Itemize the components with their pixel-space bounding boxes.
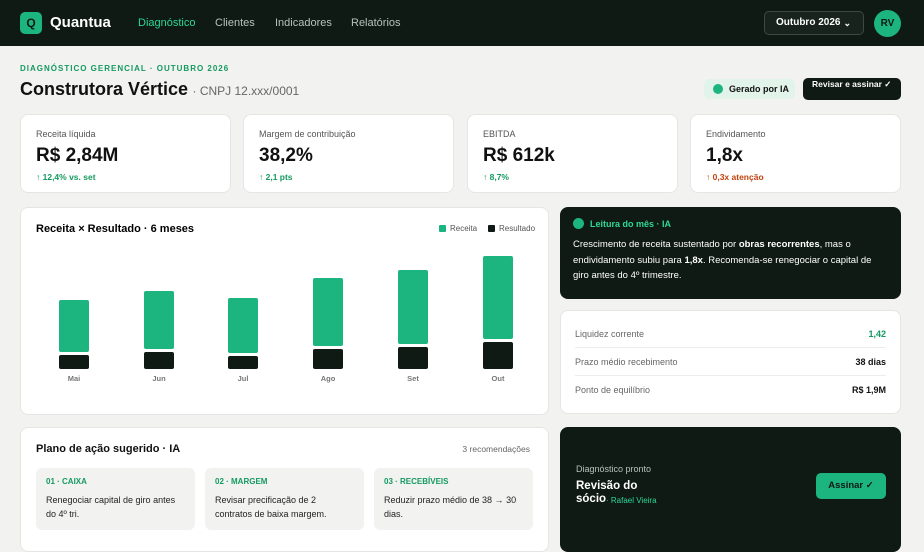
metric-value: R$ 1,9M — [851, 385, 886, 395]
text: Crescimento de receita sustentado por — [573, 239, 739, 250]
bar — [398, 270, 428, 344]
ai-badge: Gerado por IA — [704, 79, 795, 99]
bar — [59, 355, 89, 369]
x-tick-label: Set — [407, 374, 419, 383]
bar — [144, 291, 174, 349]
brand[interactable]: Quantua — [50, 14, 111, 31]
review-button[interactable]: Revisar e assinar ✓ — [803, 78, 901, 100]
chevron: ⌄ — [843, 18, 851, 28]
bar — [228, 356, 258, 369]
metric-value: 38 dias — [855, 357, 886, 367]
x-tick-label: Mai — [68, 374, 81, 383]
plan-text: Revisar precificação de 2 contratos de b… — [215, 495, 327, 519]
logo[interactable]: Q — [20, 12, 42, 34]
legend-label: Resultado — [499, 224, 536, 233]
kpi-label: EBITDA — [483, 129, 516, 139]
plan-card: Plano de ação sugerido · IA 3 recomendaç… — [20, 427, 549, 552]
insight-text: Crescimento de receita sustentado por ob… — [573, 237, 888, 284]
metrics-card: Liquidez corrente 1,42 Prazo médio recebim… — [560, 310, 901, 414]
kpi-value: R$ 2,84M — [36, 145, 119, 166]
period-label: Outubro 2026 — [776, 17, 841, 28]
plan-count: 3 recomendações — [462, 444, 530, 454]
metric-value: 1,42 — [868, 329, 886, 339]
badge-dot — [713, 84, 723, 94]
kpi-card: Endividamento 1,8x ↑ 0,3x atenção — [690, 114, 901, 193]
chart: Receita × Resultado · 6 meses Receita Res… — [36, 223, 536, 383]
kpi-delta: ↑ 8,7% — [483, 172, 509, 182]
plan-tag: 03 · RECEBÍVEIS — [384, 477, 449, 486]
nav-link[interactable]: Indicadores — [275, 17, 332, 29]
highlight: obras recorrentes — [738, 239, 820, 250]
kpi-card: Margem de contribuição 38,2% ↑ 2,1 pts — [243, 114, 454, 193]
chart-card: Receita × Resultado · 6 meses Receita Res… — [20, 207, 549, 415]
kpi-label: Endividamento — [706, 129, 766, 139]
metric-row: Prazo médio recebimento 38 dias — [575, 348, 886, 376]
top-nav: Q Quantua Diagnóstico Clientes Indicador… — [0, 0, 924, 46]
plan-item: 03 · RECEBÍVEIS Reduzir prazo médio de 38… — [374, 468, 533, 530]
text: , mas o endividamento subiu para — [573, 239, 851, 266]
text: . Recomenda-se renegociar o capital de g… — [573, 254, 872, 282]
kpi-value: 1,8x — [706, 145, 743, 166]
metric-label: Liquidez corrente — [575, 329, 645, 339]
bar — [483, 256, 513, 339]
insight-dot — [573, 218, 584, 229]
nav-link[interactable]: Diagnóstico — [138, 17, 196, 29]
x-tick-label: Jun — [152, 374, 166, 383]
legend-swatch — [488, 225, 495, 232]
x-tick-label: Out — [492, 374, 505, 383]
plan-tag: 02 · MARGEM — [215, 477, 268, 486]
sign-title: Revisão do sócio — [576, 480, 638, 505]
sign-name: · Rafael Vieira — [606, 496, 657, 505]
eyebrow: DIAGNÓSTICO GERENCIAL · OUTUBRO 2026 — [20, 64, 230, 73]
company: Construtora Vértice — [20, 79, 189, 99]
sign-label: Diagnóstico pronto — [576, 464, 652, 474]
cnpj: · CNPJ 12.xxx/0001 — [192, 84, 300, 98]
kpi-label: Margem de contribuição — [259, 129, 356, 139]
heading: Construtora Vértice · CNPJ 12.xxx/0001 — [20, 79, 299, 100]
metric-row: Ponto de equilíbrio R$ 1,9M — [575, 376, 886, 404]
kpi-delta: ↑ 12,4% vs. set — [36, 172, 96, 182]
kpi-value: R$ 612k — [483, 145, 555, 166]
plan-text: Reduzir prazo médio de 38 → 30 dias. — [384, 495, 517, 519]
insight-header: Leitura do mês · IA — [573, 218, 888, 229]
metric-label: Prazo médio recebimento — [575, 357, 678, 367]
kpi-card: Receita líquida R$ 2,84M ↑ 12,4% vs. set — [20, 114, 231, 193]
kpi-delta: ↑ 2,1 pts — [259, 172, 293, 182]
plan-title: Plano de ação sugerido · IA — [36, 443, 181, 455]
metric-row: Liquidez corrente 1,42 — [575, 320, 886, 348]
bar — [398, 347, 428, 369]
nav-link[interactable]: Clientes — [215, 17, 255, 29]
avatar[interactable]: RV — [874, 10, 901, 37]
period-select[interactable]: Outubro 2026 ⌄ — [764, 11, 864, 35]
bar — [228, 298, 258, 353]
bar — [144, 352, 174, 369]
chart-title: Receita × Resultado · 6 meses — [36, 223, 194, 235]
nav-link[interactable]: Relatórios — [351, 17, 401, 29]
bar — [313, 278, 343, 346]
bar — [483, 342, 513, 369]
badge-text: Gerado por IA — [729, 84, 790, 94]
metric-label: Ponto de equilíbrio — [575, 385, 651, 395]
kpi-card: EBITDA R$ 612k ↑ 8,7% — [467, 114, 678, 193]
legend-label: Receita — [450, 224, 478, 233]
plan-item: 02 · MARGEM Revisar precificação de 2 con… — [205, 468, 364, 530]
highlight: 1,8x — [684, 254, 703, 266]
x-tick-label: Ago — [321, 374, 336, 383]
sign-button[interactable]: Assinar ✓ — [816, 473, 886, 499]
kpi-label: Receita líquida — [36, 129, 96, 139]
kpi-value: 38,2% — [259, 145, 313, 166]
bar — [313, 349, 343, 369]
bar — [59, 300, 89, 352]
insight-title: Leitura do mês · IA — [590, 219, 672, 229]
plan-text: Renegociar capital de giro antes do 4º t… — [46, 495, 176, 519]
x-tick-label: Jul — [238, 374, 249, 383]
plan-tag: 01 · CAIXA — [46, 477, 87, 486]
plan-item: 01 · CAIXA Renegociar capital de giro ant… — [36, 468, 195, 530]
kpi-delta: ↑ 0,3x atenção — [706, 172, 764, 182]
legend-swatch — [439, 225, 446, 232]
insight-card: Leitura do mês · IA Crescimento de recei… — [560, 207, 901, 299]
sign-card: Diagnóstico pronto Revisão do sócio · Ra… — [560, 427, 901, 552]
